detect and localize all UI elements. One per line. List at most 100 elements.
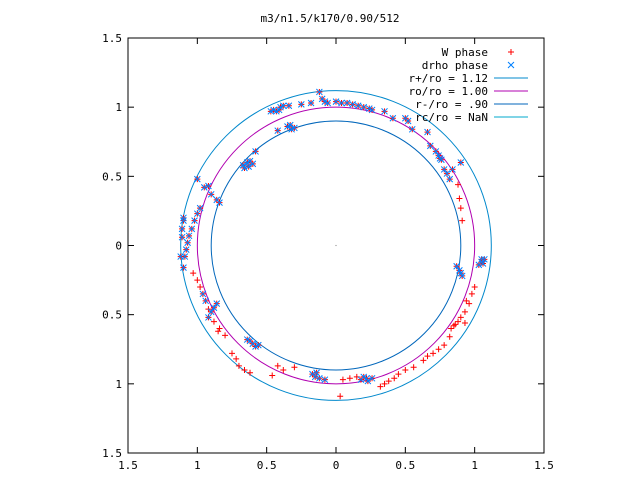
drho-phase-point: [180, 214, 187, 222]
w-phase-point: [247, 369, 254, 376]
drho-phase-point: [389, 114, 397, 122]
y-tick-label: 0.5: [102, 309, 122, 322]
legend-label: drho phase: [422, 59, 488, 72]
drho-phase-point: [193, 210, 201, 218]
drho-phase-point: [453, 262, 460, 270]
w-phase-point: [456, 195, 463, 202]
drho-phase-point: [332, 98, 340, 105]
drho-phase-point: [368, 374, 376, 382]
drho-phase-point: [243, 336, 251, 343]
drho-phase-point: [191, 217, 198, 224]
drho-phase-point: [307, 99, 315, 107]
drho-phase-point: [205, 314, 212, 321]
circle-r-1: [196, 106, 476, 385]
w-phase-point: [391, 375, 398, 382]
drho-phase-point: [274, 127, 282, 135]
legend-label: ro/ro = 1.00: [409, 85, 488, 98]
w-phase-point: [339, 376, 346, 383]
drho-phase-point: [193, 175, 201, 183]
drho-phase-point: [252, 148, 259, 155]
drho-phase-point: [178, 225, 186, 233]
drho-phase-point: [478, 255, 485, 263]
w-phase-point: [461, 308, 468, 315]
w-phase-point: [457, 205, 464, 212]
w-phase-point: [402, 367, 409, 373]
drho-phase-point: [438, 156, 445, 164]
w-phase-point: [385, 378, 392, 385]
drho-phase-point: [458, 272, 466, 280]
drho-phase-point: [249, 160, 257, 168]
drho-phase-point: [196, 204, 204, 212]
x-tick-label: 1.5: [534, 459, 554, 472]
w-phase-point: [291, 364, 298, 371]
w-phase-point: [466, 300, 473, 307]
drho-phase-point: [432, 148, 440, 155]
drho-phase-point: [446, 175, 454, 183]
data-points: [177, 88, 488, 400]
drho-phase-point: [297, 101, 305, 108]
drho-phase-point: [210, 304, 218, 312]
w-phase-point: [461, 319, 468, 326]
y-tick-label: 0.5: [102, 170, 122, 183]
w-phase-point: [420, 357, 427, 364]
w-phase-point: [280, 367, 287, 373]
w-phase-point: [430, 350, 437, 357]
drho-phase-point: [426, 142, 434, 150]
drho-phase-point: [343, 99, 351, 107]
chart-title: m3/n1.5/k170/0.90/512: [260, 12, 399, 25]
x-tick-label: 0: [333, 459, 340, 472]
w-phase-point: [463, 297, 470, 304]
drho-phase-point: [316, 374, 323, 382]
drho-phase-point: [313, 369, 320, 377]
drho-phase-point: [321, 376, 329, 384]
axis-ticks: 1.5 1 0.5 0 0.5 1 1.51.510.500.511.5: [102, 32, 554, 472]
drho-phase-point: [324, 99, 332, 107]
w-phase-point: [235, 362, 242, 369]
legend-swatch-cross: [507, 61, 515, 69]
drho-phase-point: [316, 88, 323, 96]
w-phase-point: [410, 364, 417, 371]
w-phase-point: [233, 355, 240, 362]
w-phase-point: [457, 314, 464, 321]
drho-phase-point: [368, 106, 376, 114]
drho-phase-point: [184, 239, 191, 247]
drho-phase-point: [202, 297, 210, 305]
w-phase-point: [424, 353, 431, 360]
w-phase-point: [381, 380, 388, 387]
w-phase-point: [441, 342, 448, 349]
drho-phase-point: [199, 290, 207, 298]
drho-phase-point: [381, 107, 388, 115]
x-tick-label: 0.5: [395, 459, 415, 472]
circle-r-1-12: [180, 90, 492, 401]
w-phase-point: [435, 346, 442, 353]
drho-phase-point: [291, 124, 298, 132]
w-phase-point: [215, 328, 222, 335]
w-phase-point: [337, 393, 344, 400]
x-tick-label: 1: [194, 459, 201, 472]
drho-phase-point: [440, 166, 448, 173]
drho-phase-point: [309, 370, 316, 378]
w-phase-point: [229, 350, 235, 357]
drho-phase-series: [177, 88, 488, 385]
drho-phase-point: [207, 308, 215, 316]
y-tick-label: 1.5: [102, 447, 122, 460]
drho-phase-point: [424, 128, 431, 136]
w-phase-point: [222, 332, 229, 339]
drho-phase-point: [479, 260, 487, 267]
y-tick-label: 1: [115, 378, 122, 391]
drho-phase-point: [182, 246, 190, 254]
legend-label: r+/ro = 1.12: [409, 72, 488, 85]
drho-phase-point: [457, 159, 465, 166]
legend-label: r-/ro = .90: [415, 98, 488, 111]
w-phase-point: [450, 322, 457, 329]
x-tick-label: 1.5: [118, 459, 138, 472]
w-phase-point: [459, 217, 466, 224]
legend-swatch-plus: [508, 49, 514, 55]
legend-label: rc/ro = NaN: [415, 111, 488, 124]
w-phase-point: [241, 367, 248, 373]
w-phase-point: [190, 270, 197, 277]
drho-phase-point: [239, 161, 247, 169]
w-phase-point: [346, 375, 353, 382]
